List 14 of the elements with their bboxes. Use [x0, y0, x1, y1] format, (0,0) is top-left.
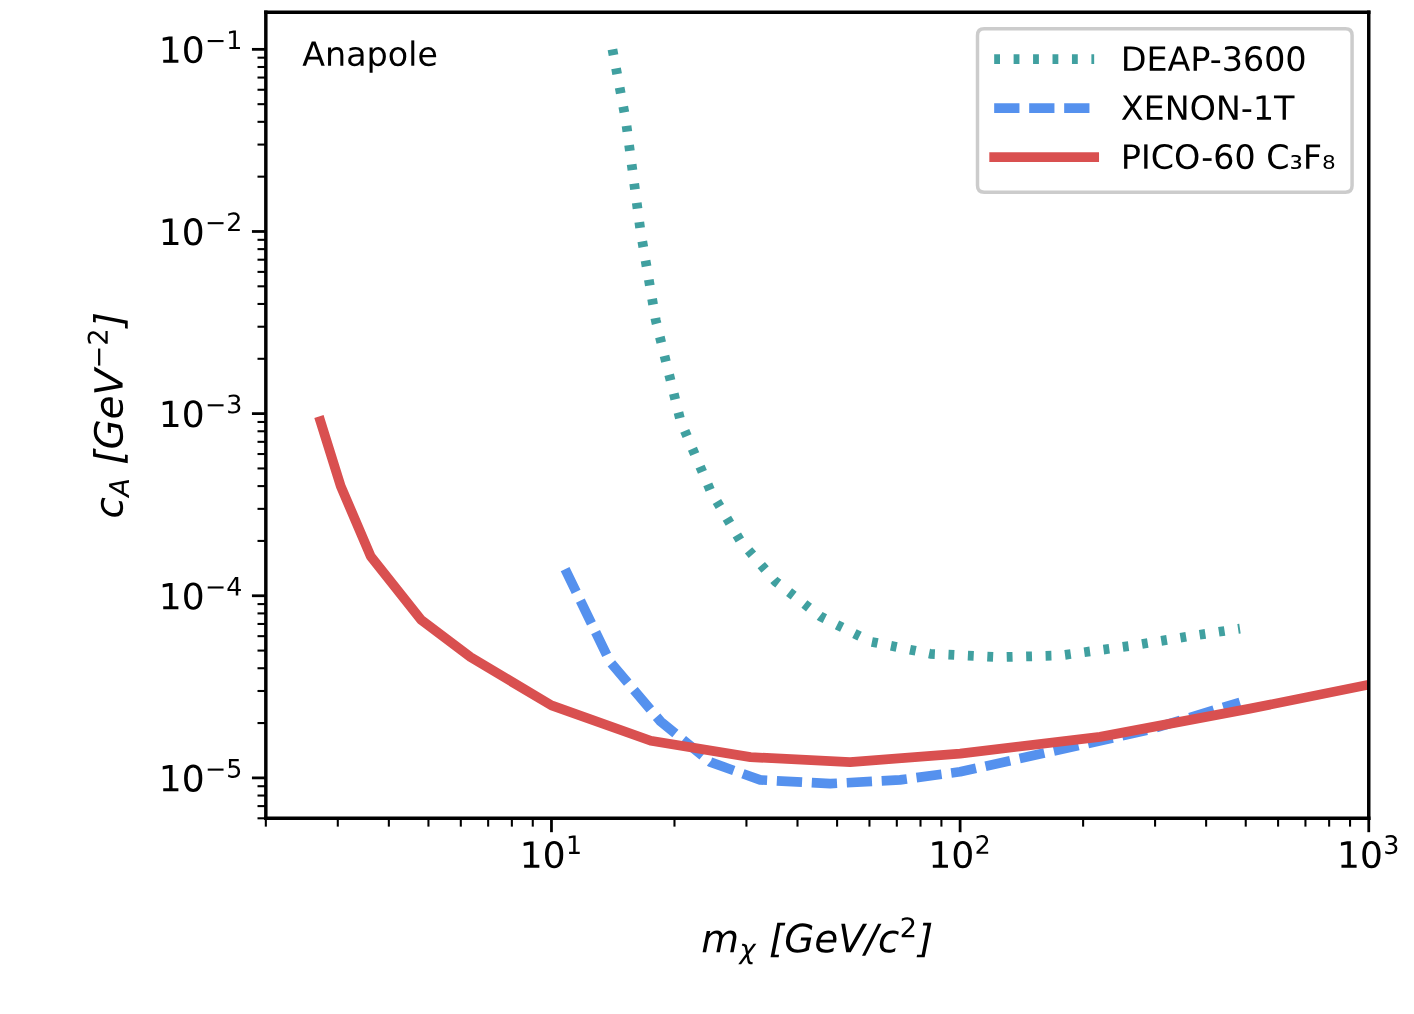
x-axis-title: m$_{χ}$ [GeV/c$^{2}$]: [702, 917, 932, 965]
y-tick-label: 10$^{−1}$: [162, 30, 240, 64]
y-tick-label: 10$^{−3}$: [162, 394, 241, 428]
y-tick-label: 10$^{−5}$: [162, 759, 241, 792]
x-tick-label: 10$^{1}$: [523, 835, 580, 869]
legend-label: XENON-1T: [1121, 95, 1295, 121]
legend-label: PICO-60 C₃F₈: [1124, 143, 1335, 170]
y-tick-label: 10$^{−4}$: [162, 576, 241, 610]
x-tick-label: 10$^{3}$: [1340, 835, 1398, 869]
legend-label: DEAP-3600: [1124, 46, 1305, 72]
y-axis-title: c$_{A}$ [GeV$^{−2}$]: [87, 313, 129, 517]
annotation: Anapole: [302, 40, 437, 73]
x-tick-label: 10$^{2}$: [932, 835, 989, 869]
y-tick-label: 10$^{−2}$: [162, 212, 240, 246]
